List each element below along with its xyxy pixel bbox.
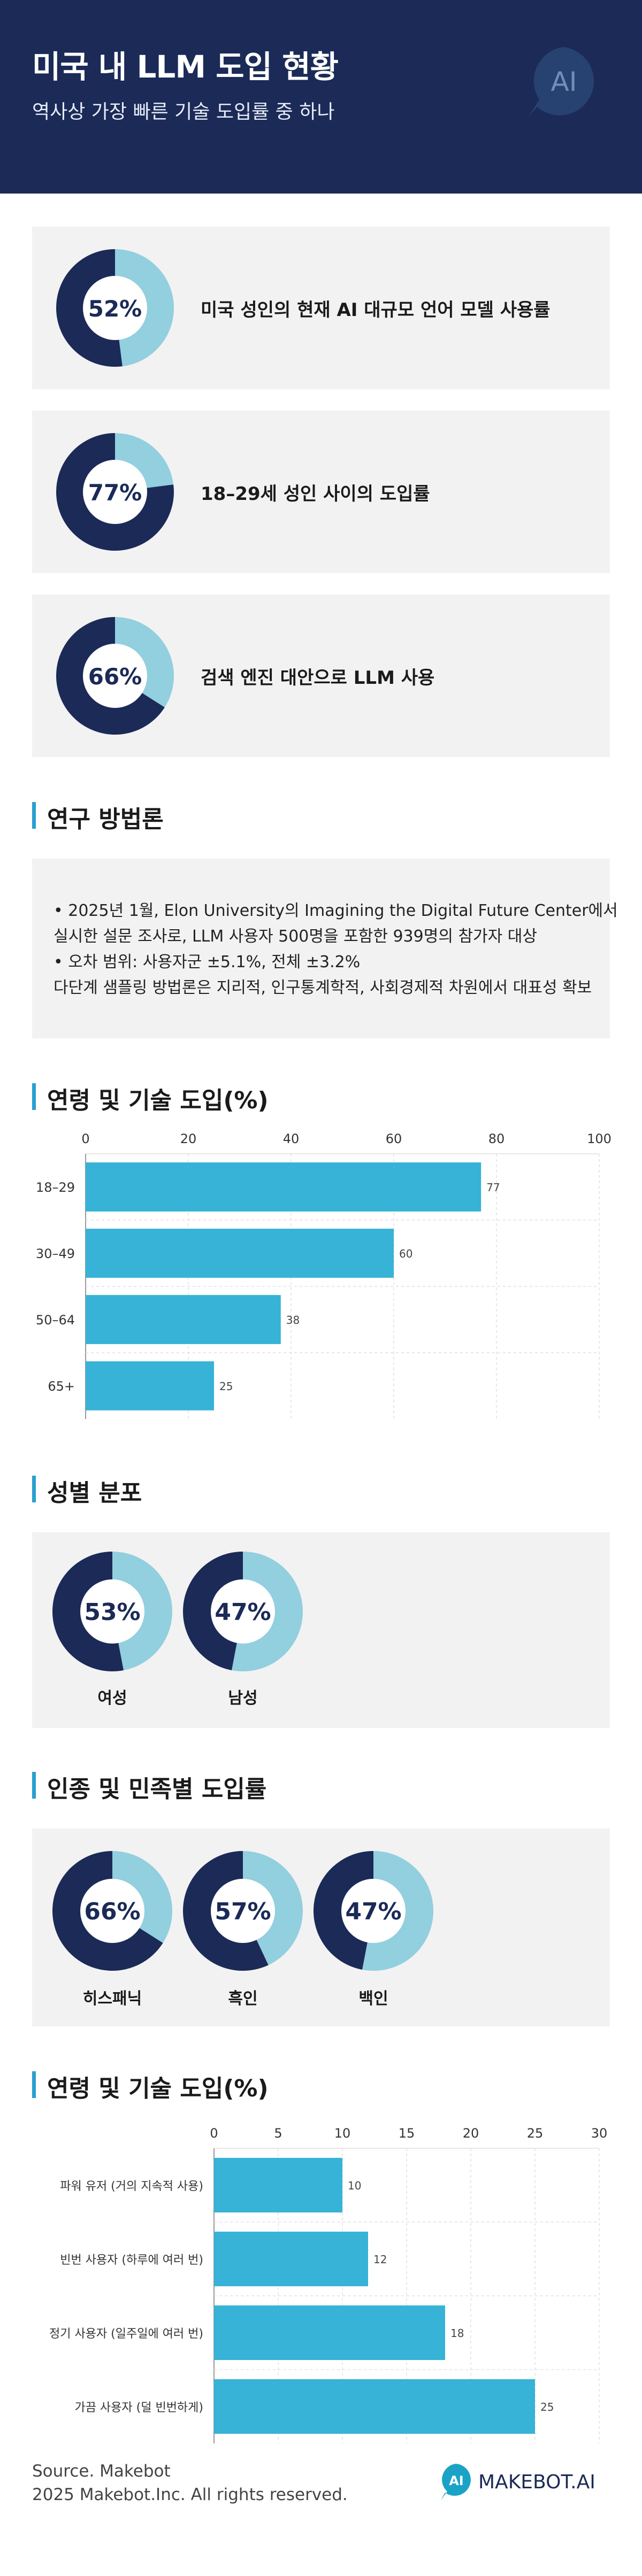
- stat-card-1: 52% 미국 성인의 현재 AI 대규모 언어 모델 사용률: [32, 227, 610, 389]
- ethnicity-donut-hispanic-label: 히스패닉: [83, 1989, 142, 2008]
- bar: [86, 1295, 281, 1344]
- gender-donut-female: 53% 여성: [52, 1552, 173, 1708]
- bar-value-label: 77: [486, 1181, 500, 1194]
- stat-text-3: 검색 엔진 대안으로 LLM 사용: [201, 667, 435, 689]
- ethnicity-donut-black-label: 흑인: [228, 1989, 257, 2008]
- category-label: 가끔 사용자 (덜 빈번하게): [74, 2401, 203, 2415]
- bar: [214, 2305, 445, 2361]
- gender-donut-male-label: 남성: [228, 1689, 257, 1708]
- bar-value-label: 12: [373, 2253, 387, 2266]
- category-label: 18–29: [36, 1180, 75, 1195]
- brand-badge-text: AI: [449, 2473, 464, 2488]
- age-adoption-chart: 0 20 40 60 80 100 77 18–29 60 30–49 38 50–64 25 65+: [36, 1131, 612, 1419]
- category-label: 30–49: [36, 1246, 75, 1261]
- category-label: 50–64: [36, 1313, 75, 1328]
- bar: [86, 1162, 482, 1212]
- donut-hole: [83, 644, 147, 708]
- gender-donut-female-value: 53%: [84, 1599, 140, 1626]
- x-tick-label: 20: [463, 2126, 479, 2141]
- x-tick-label: 5: [274, 2126, 282, 2141]
- methodology-title: 연구 방법론: [32, 800, 164, 834]
- category-label: 정기 사용자 (일주일에 여러 번): [49, 2327, 203, 2341]
- stat-card-3: 66% 검색 엔진 대안으로 LLM 사용: [32, 595, 610, 757]
- donut-hole: [83, 460, 147, 524]
- stat-text-2: 18–29세 성인 사이의 도입률: [201, 483, 430, 505]
- gender-donut-male: 47% 남성: [182, 1552, 303, 1708]
- x-tick-label: 20: [180, 1131, 197, 1146]
- age-chart-title: 연령 및 기술 도입(%): [32, 1081, 269, 1115]
- donut-hole: [341, 1879, 406, 1943]
- ethnicity-title: 인종 및 민족별 도입률: [32, 1770, 266, 1804]
- donut-hole: [211, 1579, 275, 1644]
- bar: [214, 2157, 342, 2213]
- bar: [214, 2231, 368, 2287]
- footer-copyright: 2025 Makebot.Inc. All rights reserved.: [32, 2485, 348, 2504]
- ethnicity-donut-black: 57% 흑인: [183, 1851, 303, 2008]
- ethnicity-card: 66% 히스패닉 57% 흑인 47% 백인: [32, 1829, 610, 2026]
- x-tick-label: 60: [386, 1131, 402, 1146]
- stat-donut-3: 66%: [56, 617, 174, 735]
- ethnicity-donut-white: 47% 백인: [313, 1851, 433, 2008]
- bar-value-label: 60: [399, 1247, 412, 1260]
- category-label: 빈번 사용자 (하루에 여러 번): [60, 2254, 203, 2267]
- stat-card-2: 77% 18–29세 성인 사이의 도입률: [32, 411, 610, 573]
- x-tick-label: 30: [591, 2126, 608, 2141]
- stat-donut-1-label: 52%: [88, 296, 142, 322]
- ethnicity-donut-hispanic: 66% 히스패닉: [52, 1851, 172, 2008]
- usage-frequency-chart: 0 5 10 15 20 25 30 10 파워 유저 (거의 지속적 사용) 12 빈번 사용자 …: [49, 2126, 608, 2443]
- donut-hole: [83, 276, 147, 340]
- category-label: 파워 유저 (거의 지속적 사용): [60, 2180, 203, 2193]
- stat-donut-2-label: 77%: [88, 480, 142, 506]
- bar-value-label: 10: [348, 2179, 361, 2192]
- footer-source: Source. Makebot: [32, 2462, 171, 2481]
- x-tick-label: 40: [283, 1131, 300, 1146]
- methodology-line-2: 실시한 설문 조사로, LLM 사용자 500명을 포함한 939명의 참가자 …: [54, 927, 537, 946]
- ethnicity-donut-black-value: 57%: [215, 1898, 271, 1925]
- brand-badge-icon: [441, 2464, 471, 2500]
- gender-donut-male-value: 47%: [215, 1599, 271, 1626]
- x-tick-label: 100: [587, 1131, 612, 1146]
- ai-logo-icon: AI: [529, 47, 594, 117]
- ethnicity-donut-white-value: 47%: [345, 1898, 401, 1925]
- usage-chart-title: 연령 및 기술 도입(%): [32, 2069, 269, 2103]
- bar-value-label: 18: [450, 2327, 464, 2340]
- bar-value-label: 25: [540, 2401, 554, 2413]
- category-label: 65+: [48, 1379, 75, 1394]
- x-tick-label: 25: [527, 2126, 544, 2141]
- x-tick-label: 80: [488, 1131, 505, 1146]
- methodology-line-1: • 2025년 1월, Elon University의 Imagining t…: [54, 901, 618, 920]
- header: 미국 내 LLM 도입 현황 역사상 가장 빠른 기술 도입률 중 하나 AI: [0, 0, 642, 194]
- methodology-card: [32, 859, 610, 1038]
- donut-hole: [80, 1579, 144, 1644]
- page-subtitle: 역사상 가장 빠른 기술 도입률 중 하나: [32, 101, 335, 123]
- stat-donut-1: 52%: [56, 249, 174, 367]
- ai-logo-text: AI: [551, 66, 577, 97]
- x-tick-label: 10: [334, 2126, 351, 2141]
- x-tick-label: 0: [81, 1131, 89, 1146]
- gender-card: 53% 여성 47% 남성: [32, 1532, 610, 1728]
- gender-title: 성별 분포: [32, 1474, 142, 1508]
- bar: [86, 1229, 394, 1278]
- donut-hole: [80, 1879, 144, 1943]
- ethnicity-donut-hispanic-value: 66%: [84, 1898, 140, 1925]
- ethnicity-donut-white-label: 백인: [358, 1989, 388, 2008]
- bar-value-label: 38: [286, 1314, 300, 1326]
- x-tick-label: 15: [399, 2126, 415, 2141]
- x-tick-label: 0: [210, 2126, 218, 2141]
- stat-donut-3-label: 66%: [88, 664, 142, 690]
- bar: [86, 1361, 214, 1410]
- donut-hole: [211, 1879, 275, 1943]
- makebot-brand-logo: AI MAKEBOT.AI: [441, 2464, 595, 2500]
- bar: [214, 2379, 535, 2434]
- stat-text-1: 미국 성인의 현재 AI 대규모 언어 모델 사용률: [201, 299, 551, 321]
- gender-donut-female-label: 여성: [97, 1689, 127, 1708]
- methodology-line-3: • 오차 범위: 사용자군 ±5.1%, 전체 ±3.2%: [54, 953, 361, 971]
- methodology-line-4: 다단계 샘플링 방법론은 지리적, 인구통계학적, 사회경제적 차원에서 대표성…: [54, 978, 592, 997]
- stat-donut-2: 77%: [56, 433, 174, 551]
- bar-value-label: 25: [219, 1380, 233, 1393]
- brand-name: MAKEBOT.AI: [478, 2471, 595, 2493]
- page-title: 미국 내 LLM 도입 현황: [32, 49, 339, 85]
